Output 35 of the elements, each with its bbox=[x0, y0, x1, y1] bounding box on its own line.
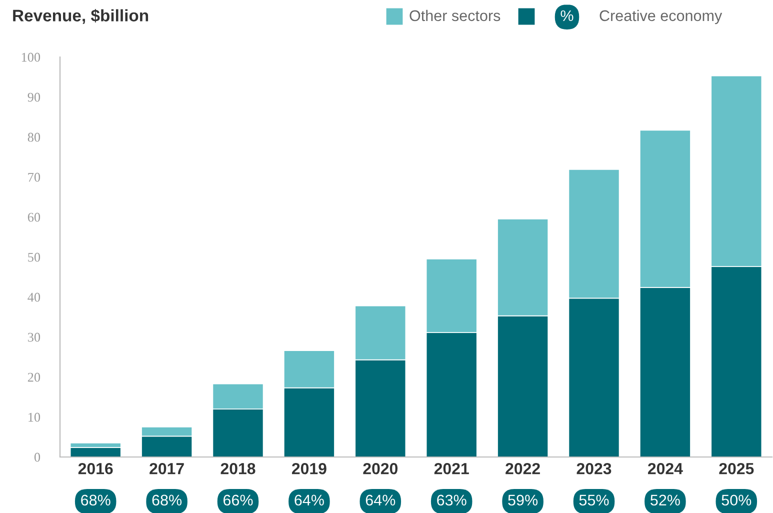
y-tick-label: 30 bbox=[28, 332, 40, 342]
x-tick-label: 2018 bbox=[220, 462, 256, 474]
x-tick-label: 2023 bbox=[576, 462, 612, 474]
text: 64% bbox=[366, 494, 396, 506]
y-tick-label: 40 bbox=[28, 292, 40, 302]
x-tick-label: 2021 bbox=[434, 462, 469, 474]
text: 64% bbox=[294, 494, 324, 506]
legend-label: Creative economy bbox=[600, 10, 722, 24]
x-tick-label: 2022 bbox=[506, 462, 540, 474]
text: 68% bbox=[81, 494, 110, 506]
y-tick-label: 50 bbox=[28, 252, 40, 262]
y-tick-label: 0 bbox=[34, 452, 40, 462]
chart-title: Revenue, $billion bbox=[13, 8, 148, 24]
text: 59% bbox=[508, 494, 538, 506]
text: 52% bbox=[650, 494, 680, 506]
text: % bbox=[560, 10, 574, 22]
text: 50% bbox=[722, 494, 752, 506]
x-tick-label: 2017 bbox=[150, 462, 184, 474]
x-tick-label: 2025 bbox=[719, 462, 754, 474]
y-tick-label: 90 bbox=[28, 92, 40, 102]
y-tick-label: 100 bbox=[22, 52, 40, 62]
x-tick-label: 2020 bbox=[363, 462, 398, 474]
x-tick-label: 2024 bbox=[648, 462, 683, 474]
legend-label: Other sectors bbox=[410, 10, 500, 22]
y-tick-label: 80 bbox=[28, 132, 40, 142]
y-tick-label: 70 bbox=[28, 172, 40, 182]
y-tick-label: 10 bbox=[28, 412, 40, 422]
x-tick-label: 2019 bbox=[292, 462, 326, 474]
text: 66% bbox=[223, 494, 253, 506]
y-tick-label: 60 bbox=[28, 212, 40, 222]
text: 63% bbox=[437, 494, 466, 506]
text: 68% bbox=[152, 494, 182, 506]
y-tick-label: 20 bbox=[28, 372, 40, 382]
x-tick-label: 2016 bbox=[78, 462, 113, 474]
text: 55% bbox=[579, 494, 609, 506]
